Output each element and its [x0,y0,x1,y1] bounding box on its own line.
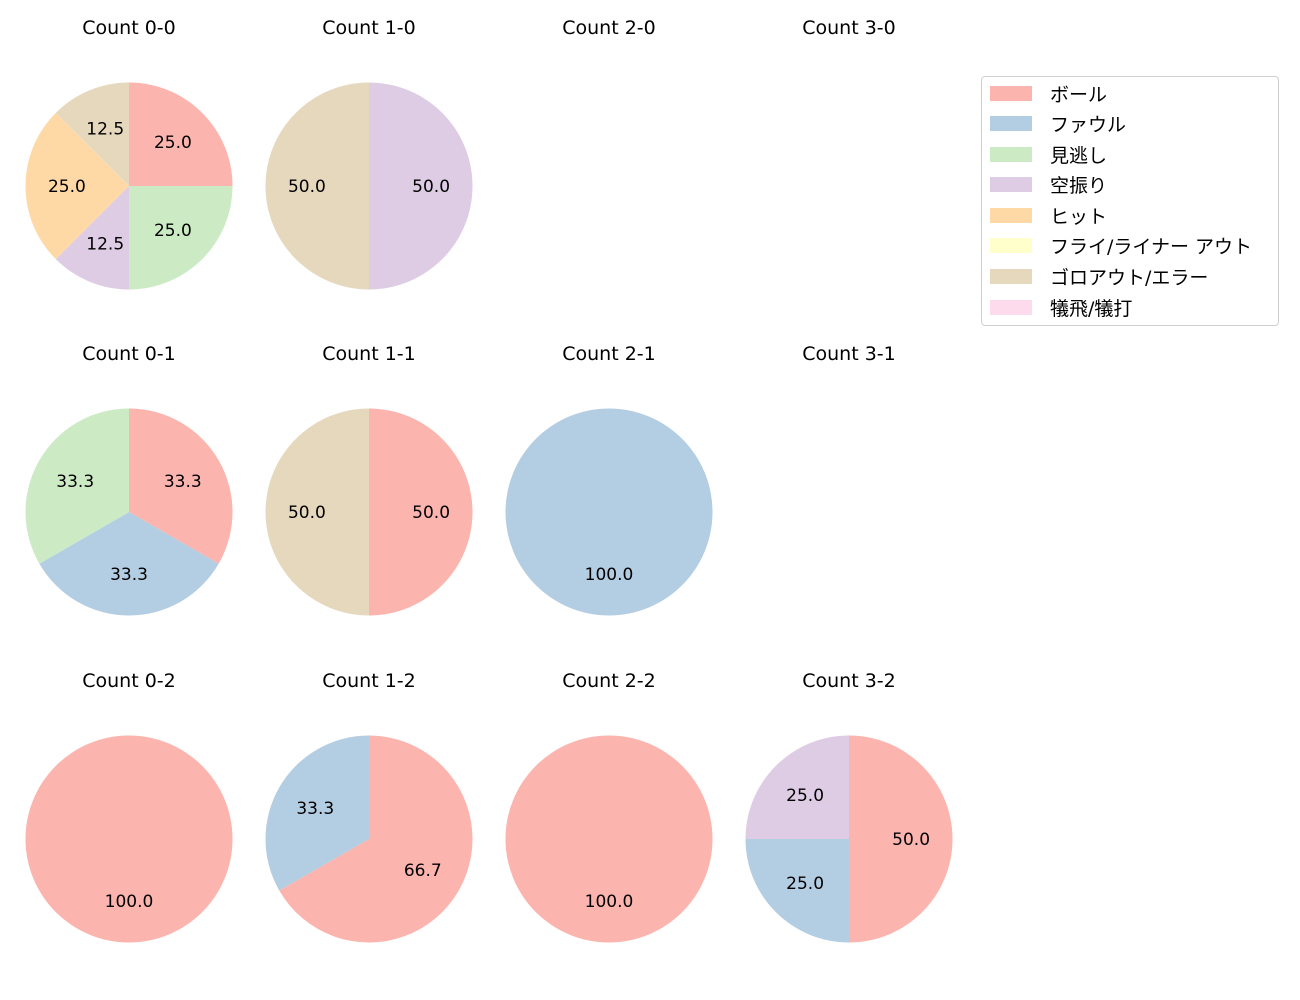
slice-label: 12.5 [86,120,124,140]
legend-label: フライ/ライナー アウト [1050,235,1253,258]
pie-title: Count 0-1 [82,343,176,365]
slice-label: 33.3 [296,799,334,819]
slice-label: 100.0 [585,892,634,912]
pie-slice [369,82,473,290]
pie-title: Count 3-2 [802,670,896,692]
legend: ボール ファウル 見逃し 空振り ヒット フライ/ライナー アウト ゴロアウト/… [981,76,1279,326]
slice-label: 50.0 [412,503,450,523]
legend-swatch [990,207,1032,223]
pie-slice [265,408,369,616]
legend-item: ヒット [990,204,1108,228]
slice-label: 66.7 [404,861,442,881]
pie-slice [505,408,713,616]
pie-title: Count 3-0 [802,17,896,39]
pie-slice [745,839,849,943]
pie-slice [25,408,129,564]
pie-title: Count 3-1 [802,343,896,365]
legend-label: ゴロアウト/エラー [1050,266,1209,289]
slice-label: 33.3 [110,565,148,585]
pie-slice [55,186,129,290]
pie-title: Count 1-2 [322,670,416,692]
legend-swatch [990,176,1032,192]
legend-item: 空振り [990,173,1108,197]
slice-label: 50.0 [892,830,930,850]
pie-slice [129,82,233,186]
legend-item: ファウル [990,112,1127,136]
legend-swatch [990,237,1032,253]
slice-label: 25.0 [154,133,192,153]
pie-slice [55,82,129,186]
pie-slice [279,735,473,943]
pie-title: Count 0-2 [82,670,176,692]
pie-slice [25,112,130,260]
legend-item: ボール [990,82,1108,106]
pie-slice [265,82,369,290]
pie-title: Count 2-1 [562,343,656,365]
pie-slice [39,512,219,616]
legend-item: 見逃し [990,143,1108,167]
slice-label: 25.0 [48,177,86,197]
legend-label: ヒット [1050,205,1108,228]
pie-title: Count 2-2 [562,670,656,692]
legend-label: 見逃し [1050,144,1108,167]
legend-swatch [990,85,1032,101]
pie-slice [265,735,369,891]
legend-swatch [990,115,1032,131]
slice-label: 50.0 [288,503,326,523]
pie-title: Count 0-0 [82,17,176,39]
slice-label: 100.0 [585,565,634,585]
legend-swatch [990,146,1032,162]
slice-label: 25.0 [154,221,192,241]
pie-slice [369,408,473,616]
legend-item: フライ/ライナー アウト [990,234,1253,258]
legend-label: 犠飛/犠打 [1050,297,1133,320]
legend-item: 犠飛/犠打 [990,296,1133,320]
legend-swatch [990,299,1032,315]
slice-label: 33.3 [164,472,202,492]
pie-title: Count 1-1 [322,343,416,365]
legend-label: 空振り [1050,174,1108,197]
slice-label: 12.5 [86,234,124,254]
pie-slice [505,735,713,943]
pie-title: Count 1-0 [322,17,416,39]
slice-label: 33.3 [56,472,94,492]
slice-label: 100.0 [105,892,154,912]
legend-label: ファウル [1050,113,1127,136]
pie-slice [745,735,849,839]
legend-item: ゴロアウト/エラー [990,265,1209,289]
slice-label: 50.0 [412,177,450,197]
pie-slice [129,408,233,564]
pie-title: Count 2-0 [562,17,656,39]
legend-label: ボール [1050,83,1108,106]
slice-label: 25.0 [786,874,824,894]
slice-label: 25.0 [786,786,824,806]
pie-slice [849,735,953,943]
pie-slice [129,186,233,290]
slice-label: 50.0 [288,177,326,197]
pie-slice [25,735,233,943]
legend-swatch [990,268,1032,284]
